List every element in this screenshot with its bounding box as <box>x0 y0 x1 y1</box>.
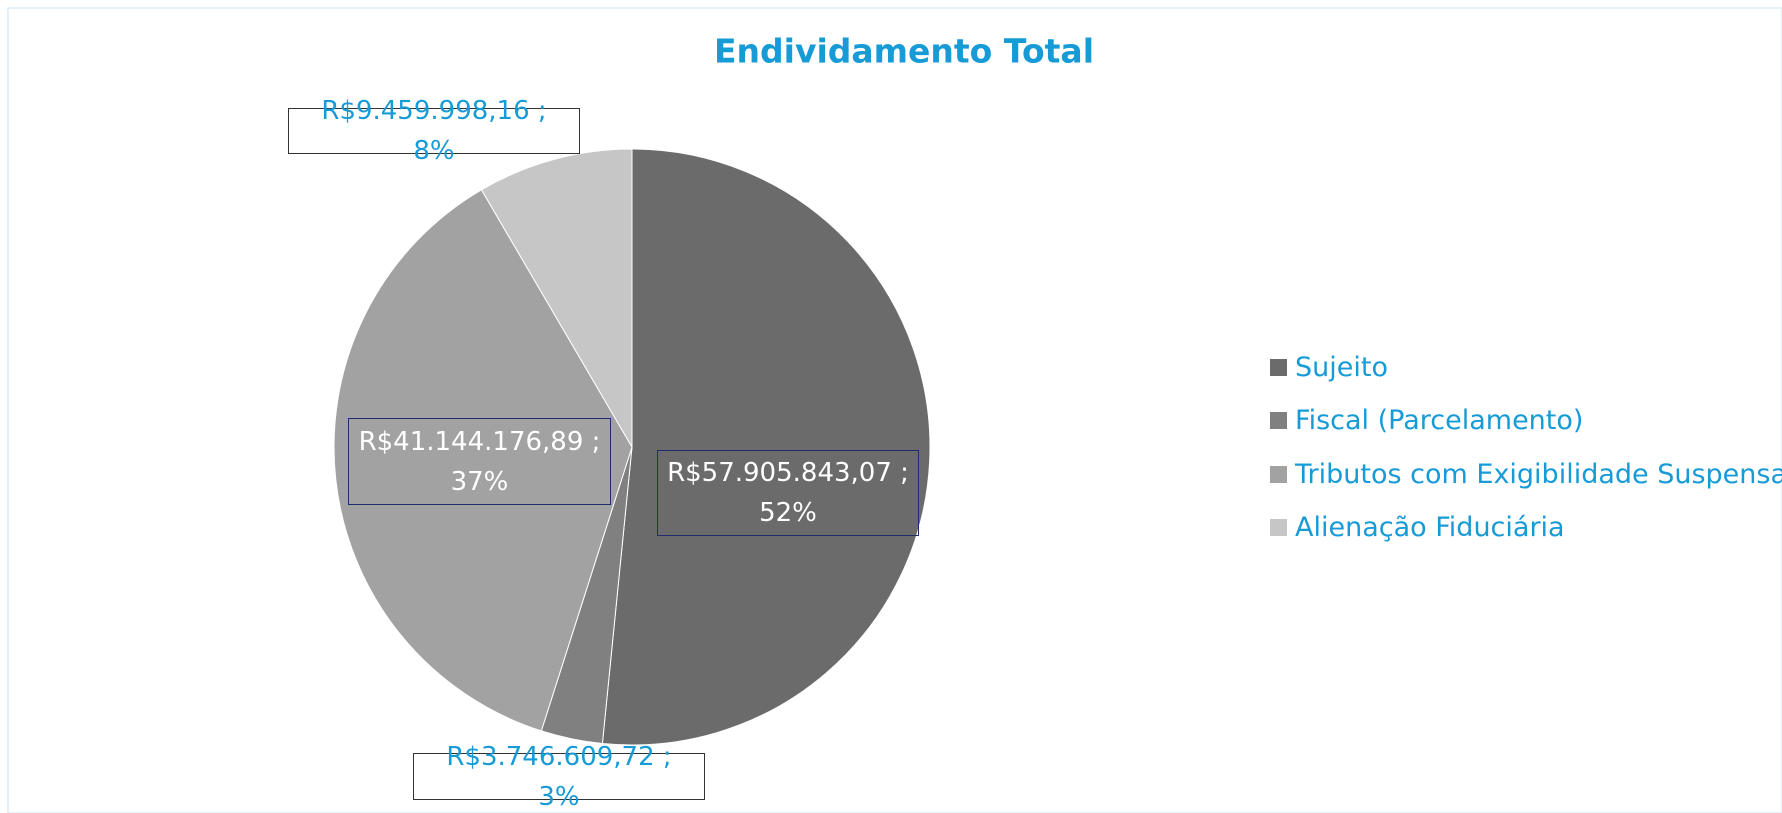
data-label: R$3.746.609,72 ; 3% <box>413 742 705 812</box>
legend-entry: Alienação Fiduciária <box>1270 508 1565 548</box>
legend-entry: Fiscal (Parcelamento) <box>1270 401 1583 441</box>
legend-label: Tributos com Exigibilidade Suspensa <box>1295 458 1782 490</box>
data-label: R$57.905.843,07 ; 52% <box>657 450 919 536</box>
data-label: R$9.459.998,16 ; 8% <box>288 96 580 166</box>
pie-slice <box>601 148 931 746</box>
legend-label: Fiscal (Parcelamento) <box>1295 405 1584 436</box>
legend-swatch <box>1270 412 1287 429</box>
legend-label: Sujeito <box>1295 351 1388 383</box>
legend-entry: Sujeito <box>1270 347 1388 387</box>
legend-swatch <box>1270 465 1287 483</box>
legend-label: Alienação Fiduciária <box>1295 512 1565 543</box>
legend-swatch <box>1270 358 1287 376</box>
chart-border <box>7 7 1782 813</box>
legend-entry: Tributos com Exigibilidade Suspensa <box>1270 454 1782 494</box>
legend-swatch <box>1270 519 1287 536</box>
data-label: R$41.144.176,89 ; 37% <box>348 418 611 505</box>
pie-slice <box>480 148 633 449</box>
chart-title: Endividamento Total <box>714 32 1094 71</box>
pie-slice <box>333 189 633 732</box>
